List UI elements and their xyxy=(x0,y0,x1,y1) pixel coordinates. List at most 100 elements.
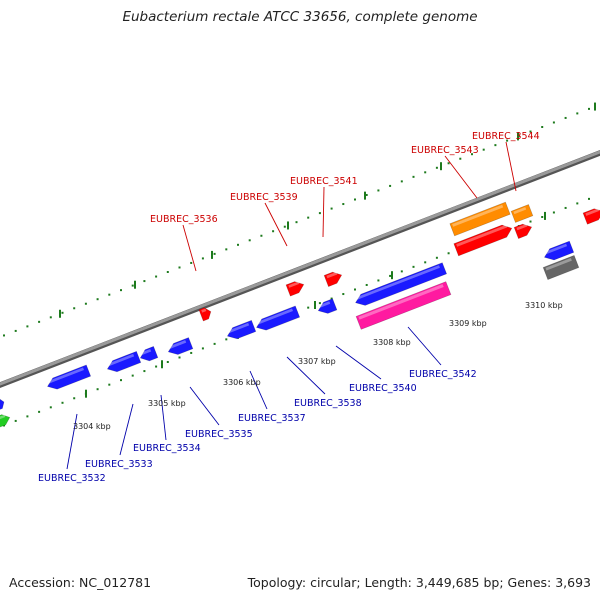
gene-highlight xyxy=(355,265,440,300)
gene-red-15 xyxy=(323,271,343,287)
accession-text: Accession: NC_012781 xyxy=(9,575,152,590)
gene-pink-11 xyxy=(355,281,452,330)
forward-gene-label: EUBREC_3539 xyxy=(230,192,298,203)
gene-highlight xyxy=(288,281,300,288)
gene-body xyxy=(513,223,533,239)
gene-red-14 xyxy=(285,281,305,297)
gene-highlight xyxy=(168,340,187,350)
gene-body xyxy=(355,281,452,330)
reverse-gene-label: EUBREC_3533 xyxy=(85,459,153,470)
gene-body xyxy=(198,307,212,322)
gene-body xyxy=(0,414,11,429)
gene-blue-4 xyxy=(139,346,159,362)
reverse-gene-label: EUBREC_3535 xyxy=(185,429,253,440)
gene-body xyxy=(106,350,142,373)
tick-label: 3304 kbp xyxy=(73,422,111,431)
forward-gene-label: EUBREC_3536 xyxy=(150,214,218,225)
gene-blue-10 xyxy=(543,240,575,261)
gene-body xyxy=(285,281,305,297)
gene-body xyxy=(47,364,92,390)
gene-gray-12 xyxy=(542,255,580,280)
gene-highlight xyxy=(452,204,504,227)
forward-callout-line xyxy=(322,186,325,238)
gene-body xyxy=(0,397,5,411)
gene-highlight xyxy=(358,284,444,320)
gene-highlight xyxy=(516,223,528,231)
gene-highlight xyxy=(326,271,338,279)
gene-highlight xyxy=(545,257,572,271)
tick-label: 3305 kbp xyxy=(148,399,186,408)
gene-orange-19 xyxy=(449,201,511,237)
reverse-gene-label: EUBREC_3540 xyxy=(349,383,417,394)
reverse-callout-line xyxy=(407,326,442,366)
gene-blue-0 xyxy=(0,397,5,411)
gene-highlight xyxy=(227,322,250,334)
gene-highlight xyxy=(544,243,568,255)
gene-highlight xyxy=(318,301,331,308)
gene-highlight xyxy=(585,208,600,216)
gene-red-13 xyxy=(198,307,212,322)
reverse-gene-label: EUBREC_3542 xyxy=(409,369,477,380)
reverse-callout-line xyxy=(189,386,220,426)
gene-body xyxy=(167,337,194,355)
reverse-callout-line xyxy=(335,345,382,380)
reverse-gene-label: EUBREC_3538 xyxy=(294,398,362,409)
reverse-callout-line xyxy=(286,356,326,395)
gene-body xyxy=(317,298,338,314)
tick-label: 3307 kbp xyxy=(298,357,336,366)
kbp-tick-labels: 3304 kbp 3305 kbp 3306 kbp 3307 kbp 3308 kbp… xyxy=(73,301,563,431)
forward-callout-line xyxy=(444,155,478,199)
gene-body xyxy=(543,240,575,261)
tick-label: 3309 kbp xyxy=(449,319,487,328)
gene-blue-5 xyxy=(167,337,194,355)
forward-callout-line xyxy=(182,224,197,272)
reverse-gene-label: EUBREC_3534 xyxy=(133,443,201,454)
forward-tick-track xyxy=(3,102,596,337)
gene-body xyxy=(226,319,257,340)
gene-blue-7 xyxy=(256,305,301,331)
forward-gene-label: EUBREC_3543 xyxy=(411,145,479,156)
backbone-line xyxy=(0,150,600,386)
gene-highlight xyxy=(107,353,135,367)
gene-blue-8 xyxy=(317,298,338,314)
gene-body xyxy=(510,204,534,223)
reverse-callout-line xyxy=(119,403,134,456)
gene-highlight xyxy=(513,207,527,215)
tick-label: 3308 kbp xyxy=(373,338,411,347)
tick-label: 3310 kbp xyxy=(525,301,563,310)
map-title: Eubacterium rectale ATCC 33656, complete… xyxy=(122,9,478,25)
reverse-callout-line xyxy=(160,394,167,441)
gene-orange-20 xyxy=(510,204,534,223)
gene-body xyxy=(256,305,301,331)
topology-text: Topology: circular; Length: 3,449,685 bp… xyxy=(247,575,591,590)
gene-body xyxy=(355,262,448,306)
gene-highlight xyxy=(201,308,207,313)
gene-red-16 xyxy=(453,224,513,257)
gene-body xyxy=(323,271,343,287)
gene-blue-6 xyxy=(226,319,257,340)
gene-blue-9 xyxy=(355,262,448,306)
gene-highlight xyxy=(0,414,6,421)
gene-body xyxy=(449,201,511,237)
gene-body xyxy=(582,208,600,225)
gene-green-1 xyxy=(0,414,11,429)
forward-gene-label: EUBREC_3544 xyxy=(472,131,540,142)
reverse-gene-label: EUBREC_3537 xyxy=(238,413,306,424)
forward-callout-line xyxy=(505,141,517,192)
gene-red-18 xyxy=(582,208,600,225)
reverse-gene-label: EUBREC_3532 xyxy=(38,473,106,484)
tick-label: 3306 kbp xyxy=(223,378,261,387)
gene-highlight xyxy=(140,348,152,356)
gene-features xyxy=(0,201,600,429)
forward-gene-label: EUBREC_3541 xyxy=(290,176,358,187)
gene-blue-2 xyxy=(47,364,92,390)
forward-callout-line xyxy=(264,202,288,247)
gene-highlight xyxy=(256,308,293,325)
gene-highlight xyxy=(47,367,84,384)
genome-backbone xyxy=(0,149,600,389)
gene-body xyxy=(453,224,513,257)
gene-blue-3 xyxy=(106,350,142,373)
gene-red-17 xyxy=(513,223,533,239)
gene-body xyxy=(139,346,159,362)
